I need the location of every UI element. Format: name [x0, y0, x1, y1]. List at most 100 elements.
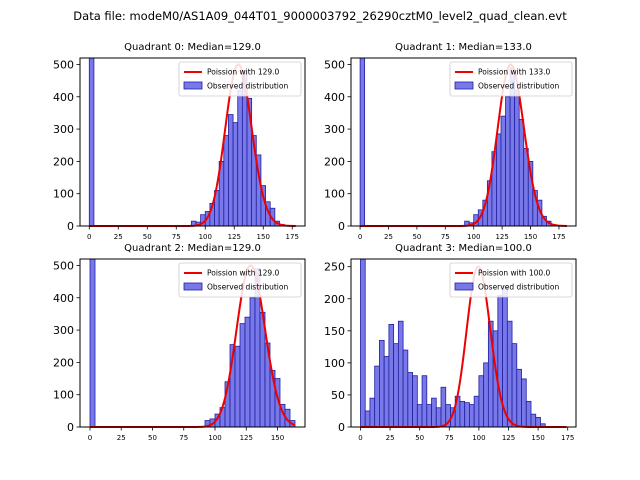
quadrant-panel: Quadrant 1: Median=133.0 0 25 50 75 100 125 150… [324, 42, 577, 241]
histogram-bar [232, 122, 239, 227]
histogram-bar [525, 400, 532, 428]
histogram-bar [500, 115, 506, 227]
x-tick-label: 150 [524, 233, 537, 241]
histogram-bar [535, 416, 541, 428]
x-tick-label: 175 [286, 233, 299, 241]
x-tick-label: 75 [179, 434, 188, 442]
histogram-bar [506, 320, 513, 428]
axes-frame [350, 258, 577, 428]
y-tick-label: 250 [324, 261, 345, 274]
y-tick-label: 200 [324, 155, 345, 168]
legend-observed-swatch [454, 81, 474, 90]
histogram-bar [88, 57, 95, 227]
legend-box [178, 262, 302, 298]
y-tick-label: 200 [53, 155, 74, 168]
histogram-bar [505, 96, 511, 227]
histogram-bar [464, 402, 470, 428]
legend-box [449, 262, 573, 298]
histogram-bar [516, 368, 522, 428]
quadrant-panel: Quadrant 0: Median=129.0 0 25 50 75 100 125 150… [53, 42, 306, 241]
y-tick-label: 0 [67, 421, 74, 434]
x-tick-label: 100 [472, 434, 485, 442]
histogram-bar [497, 295, 503, 428]
histogram-bar [239, 323, 246, 428]
axes-frame [79, 57, 306, 227]
quadrant-panel: Quadrant 3: Median=100.0 0 25 50 75 100 125 150… [324, 243, 577, 442]
histogram-bar [397, 320, 404, 428]
histogram-bar [228, 114, 234, 227]
y-tick-label: 150 [324, 325, 345, 338]
histogram-bar [483, 362, 489, 428]
y-tick-label: 0 [338, 220, 345, 233]
x-tick-label: 150 [531, 434, 544, 442]
histogram-bar [369, 397, 376, 428]
histogram-bar [379, 340, 385, 428]
quadrant-panel: Quadrant 2: Median=129.0 0 25 50 75 100 125 150… [53, 243, 306, 442]
histogram-bar [435, 407, 442, 428]
legend-observed-swatch [183, 282, 203, 291]
histogram-bar [514, 89, 520, 227]
x-tick-label: 125 [240, 434, 253, 442]
panel-title: Quadrant 2: Median=129.0 [124, 243, 261, 254]
y-tick-label: 500 [53, 259, 74, 272]
histogram-bar [459, 400, 466, 428]
legend-observed-label: Observed distribution [207, 82, 288, 91]
y-tick-label: 100 [53, 188, 74, 201]
x-tick-label: 125 [502, 434, 515, 442]
panel-title: Quadrant 0: Median=129.0 [124, 42, 261, 53]
panel-title: Quadrant 1: Median=133.0 [395, 42, 532, 53]
x-tick-label: 25 [117, 434, 126, 442]
x-tick-label: 0 [358, 434, 362, 442]
y-tick-label: 100 [53, 389, 74, 402]
histogram-bar [237, 89, 243, 227]
x-tick-label: 50 [143, 233, 152, 241]
y-tick-label: 100 [324, 188, 345, 201]
x-tick-label: 100 [467, 233, 480, 241]
y-tick-label: 300 [324, 123, 345, 136]
histogram-bar [402, 349, 409, 428]
y-tick-label: 300 [53, 123, 74, 136]
y-tick-label: 400 [53, 292, 74, 305]
histogram-bar [496, 133, 502, 227]
histogram-bar [416, 404, 423, 428]
legend-poisson-label: Poission with 100.0 [478, 269, 551, 278]
legend-observed-swatch [454, 282, 474, 291]
y-tick-label: 50 [331, 389, 345, 402]
histogram-bar [421, 375, 428, 428]
x-tick-label: 0 [87, 233, 91, 241]
histogram-bar [407, 372, 413, 428]
x-tick-label: 25 [386, 434, 395, 442]
legend-observed-label: Observed distribution [478, 283, 559, 292]
x-tick-label: 50 [148, 434, 157, 442]
histogram-bar [234, 345, 241, 428]
histogram-bar [469, 404, 475, 428]
suptitle: Data file: modeM0/AS1A09_044T01_90000037… [73, 9, 567, 23]
x-tick-label: 175 [552, 233, 565, 241]
y-tick-label: 400 [53, 91, 74, 104]
histogram-bar [518, 118, 525, 227]
histogram-bar [223, 135, 229, 227]
legend-observed-swatch [183, 81, 203, 90]
histogram-bar [249, 297, 256, 428]
panels: Quadrant 0: Median=129.0 0 25 50 75 100 125 150… [53, 42, 577, 442]
legend-poisson-label: Poission with 129.0 [207, 269, 280, 278]
histogram-bar [89, 258, 96, 428]
y-tick-label: 0 [67, 220, 74, 233]
x-tick-label: 175 [561, 434, 574, 442]
y-tick-label: 200 [53, 356, 74, 369]
x-tick-label: 75 [445, 434, 454, 442]
x-tick-label: 25 [384, 233, 393, 241]
axes-frame [79, 258, 306, 428]
y-tick-label: 500 [324, 58, 345, 71]
x-tick-label: 150 [257, 233, 270, 241]
histogram-bar [360, 258, 366, 428]
legend-observed-label: Observed distribution [207, 283, 288, 292]
histogram-bar [511, 343, 518, 428]
histogram-bar [364, 410, 371, 428]
x-tick-label: 75 [441, 233, 450, 241]
x-tick-label: 100 [199, 233, 212, 241]
panel-title: Quadrant 3: Median=100.0 [395, 243, 532, 254]
y-tick-label: 500 [53, 58, 74, 71]
y-tick-label: 0 [338, 421, 345, 434]
